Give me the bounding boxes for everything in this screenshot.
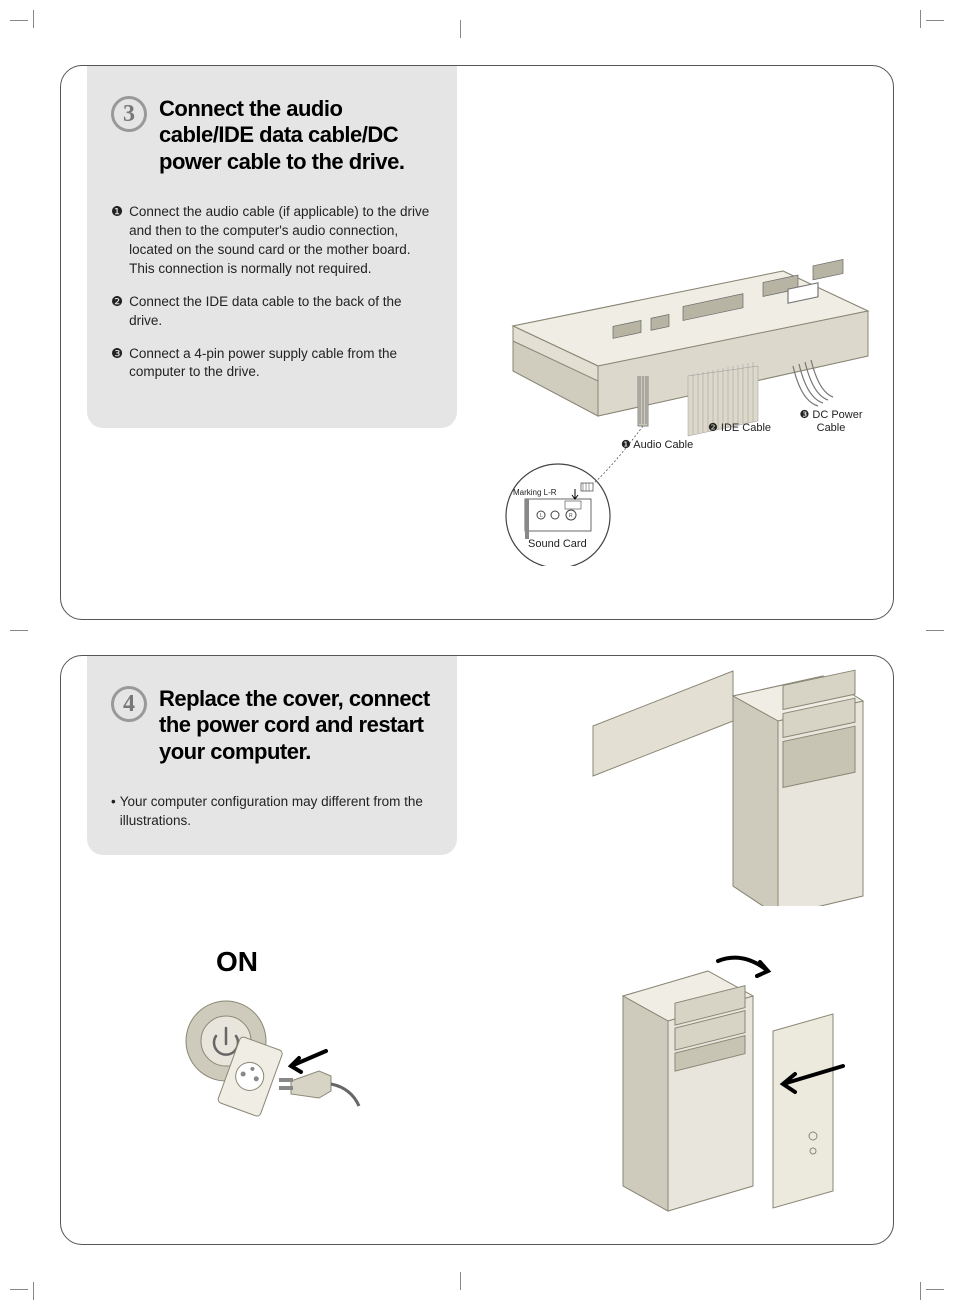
tower2-svg xyxy=(563,936,883,1216)
label-audio-cable: ❶ Audio Cable xyxy=(621,439,693,452)
step-3-gray-box: 3 Connect the audio cable/IDE data cable… xyxy=(87,66,457,428)
tower-open-diagram xyxy=(583,666,883,906)
label-sound-card: Sound Card xyxy=(528,538,587,551)
tower1-svg xyxy=(583,666,883,906)
bullet-text-3: Connect a 4-pin power supply cable from … xyxy=(129,345,433,383)
tower-close-diagram xyxy=(563,936,883,1216)
step-3-bullets: ❶ Connect the audio cable (if applicable… xyxy=(111,203,433,382)
bullet-num-3: ❸ xyxy=(111,345,123,383)
label-marking: Marking L-R xyxy=(513,488,557,498)
label-ide-cable: ❷ IDE Cable xyxy=(708,422,771,435)
step-3-panel: 3 Connect the audio cable/IDE data cable… xyxy=(60,65,894,620)
drive-svg: L R xyxy=(483,226,883,566)
bullet-text-2: Connect the IDE data cable to the back o… xyxy=(129,293,433,331)
step-3-title: Connect the audio cable/IDE data cable/D… xyxy=(159,96,433,175)
on-label: ON xyxy=(216,946,258,978)
step-4-title: Replace the cover, connect the power cor… xyxy=(159,686,433,765)
step-3-badge: 3 xyxy=(111,96,147,132)
label-dc-power: ❸ DC Power Cable xyxy=(791,409,871,435)
power-on-diagram: ON xyxy=(141,946,361,1166)
svg-text:R: R xyxy=(569,513,573,519)
step-4-badge: 4 xyxy=(111,686,147,722)
bullet-num-2: ❷ xyxy=(111,293,123,331)
drive-diagram: L R ❶ Audio Cable ❷ I xyxy=(483,226,883,556)
step-4-note: • Your computer configuration may differ… xyxy=(111,793,433,831)
step-4-gray-box: 4 Replace the cover, connect the power c… xyxy=(87,656,457,855)
bullet-text-1: Connect the audio cable (if applicable) … xyxy=(129,203,433,279)
step-4-panel: 4 Replace the cover, connect the power c… xyxy=(60,655,894,1245)
svg-text:L: L xyxy=(540,513,543,519)
bullet-num-1: ❶ xyxy=(111,203,123,279)
